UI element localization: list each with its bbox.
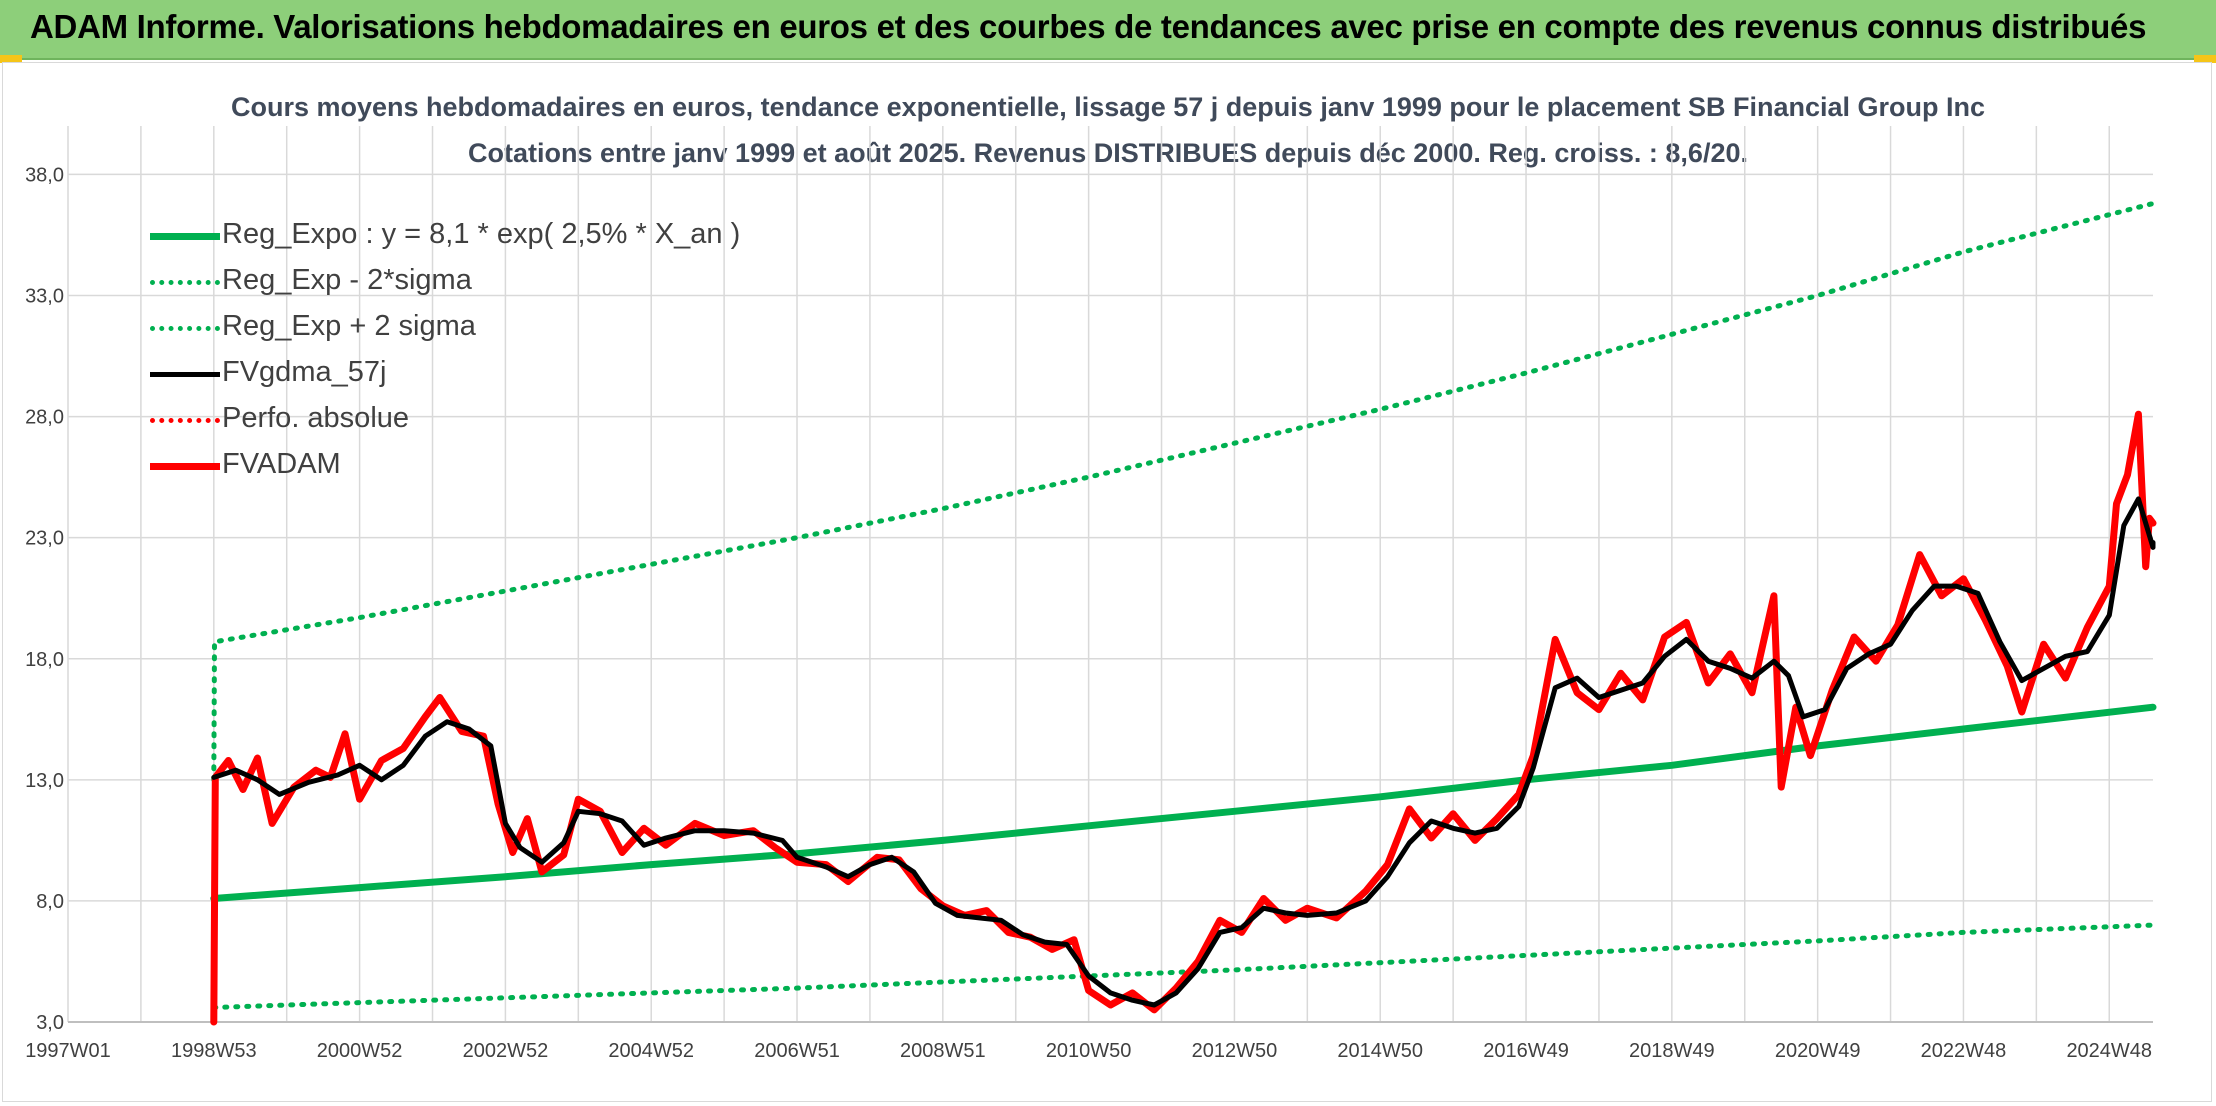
x-tick-label: 2008W51	[900, 1040, 986, 1062]
legend-swatch	[150, 371, 220, 377]
chart-subtitle: Cotations entre janv 1999 et août 2025. …	[468, 138, 1748, 168]
y-tick-label: 3,0	[36, 1012, 64, 1034]
series-line-3	[211, 496, 2156, 1008]
corner-accent-right	[2194, 55, 2216, 63]
y-tick-label: 38,0	[25, 164, 64, 186]
y-tick-label: 8,0	[36, 891, 64, 913]
corner-accent-left	[0, 55, 22, 63]
x-tick-label: 2022W48	[1921, 1040, 2007, 1062]
report-title: ADAM Informe. Valorisations hebdomadaire…	[30, 8, 2147, 45]
series-line-0	[210, 703, 2157, 902]
legend-label: Perfo. absolue	[222, 402, 410, 434]
x-tick-label: 2014W50	[1337, 1040, 1423, 1062]
x-tick-label: 2020W49	[1775, 1040, 1861, 1062]
chart-title: Cours moyens hebdomadaires en euros, ten…	[230, 92, 1986, 122]
legend-label: FVgdma_57j	[222, 356, 387, 388]
x-tick-label: 2012W50	[1192, 1040, 1278, 1062]
x-tick-label: 2006W51	[754, 1040, 840, 1062]
legend-swatch	[150, 279, 220, 285]
legend-swatch	[150, 417, 220, 423]
legend-swatch	[150, 462, 220, 470]
legend-label: FVADAM	[222, 448, 341, 480]
x-tick-label: 2002W52	[463, 1040, 549, 1062]
x-tick-label: 2024W48	[2066, 1040, 2152, 1062]
chart-frame	[2, 62, 2212, 1102]
legend-swatch	[150, 232, 220, 240]
legend-label: Reg_Expo : y = 8,1 * exp( 2,5% * X_an )	[222, 218, 741, 250]
series-line-2	[211, 201, 2156, 783]
y-tick-label: 23,0	[25, 528, 64, 550]
x-tick-label: 1998W53	[171, 1040, 257, 1062]
x-tick-label: 1997W01	[25, 1040, 111, 1062]
report-banner: ADAM Informe. Valorisations hebdomadaire…	[0, 0, 2216, 60]
series-line-5	[210, 410, 2157, 1026]
x-tick-label: 2016W49	[1483, 1040, 1569, 1062]
x-tick-label: 2004W52	[608, 1040, 694, 1062]
x-tick-label: 2018W49	[1629, 1040, 1715, 1062]
x-tick-label: 2010W50	[1046, 1040, 1132, 1062]
y-tick-label: 13,0	[25, 770, 64, 792]
y-tick-label: 18,0	[25, 649, 64, 671]
y-tick-label: 33,0	[25, 286, 64, 308]
legend-swatch	[150, 325, 220, 331]
legend-label: Reg_Exp + 2 sigma	[222, 310, 476, 342]
legend-label: Reg_Exp - 2*sigma	[222, 264, 472, 296]
series-line-1	[211, 922, 2156, 1010]
y-tick-label: 28,0	[25, 407, 64, 429]
x-tick-label: 2000W52	[317, 1040, 403, 1062]
